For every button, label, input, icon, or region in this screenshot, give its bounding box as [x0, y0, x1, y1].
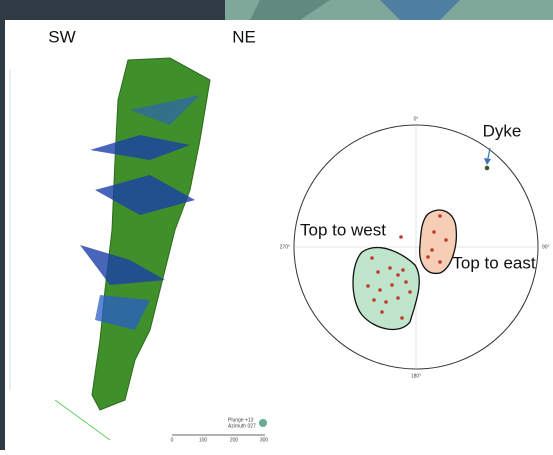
grid-line — [54, 399, 111, 441]
model-3d: 0 100 200 300 Plunge +13 Azimuth 027 — [9, 57, 269, 443]
scale-label: 0 — [171, 437, 174, 443]
east-label: Top to east — [452, 253, 535, 272]
dyke-pole — [484, 165, 490, 171]
view-icon — [259, 419, 267, 427]
dyke-label: Dyke — [483, 121, 522, 140]
west-label: Top to west — [300, 220, 386, 239]
plane — [90, 135, 190, 160]
ne-label: NE — [232, 27, 256, 46]
scale-label: 300 — [260, 437, 269, 443]
direction-label: 90° — [542, 244, 550, 250]
dyke-arrowhead — [484, 158, 491, 165]
scale-label: 200 — [230, 437, 239, 443]
direction-label: 270° — [280, 244, 290, 250]
west-cluster — [352, 246, 420, 331]
view-label: Plunge +13 — [228, 417, 254, 423]
direction-label: 0° — [414, 116, 419, 122]
scale-label: 100 — [199, 437, 208, 443]
plane — [95, 295, 150, 330]
view-label: Azimuth 027 — [228, 423, 256, 429]
banner-shape — [380, 0, 460, 20]
plane — [130, 95, 200, 125]
sw-label: SW — [48, 27, 75, 46]
left-border — [0, 20, 5, 450]
direction-label: 180° — [411, 373, 421, 379]
plane — [80, 245, 165, 285]
poles — [366, 214, 448, 320]
plane — [95, 175, 195, 215]
stereonet: 0° 90° 180° 270° Dyke Top to west Top to… — [280, 116, 550, 379]
banner-shape — [250, 0, 330, 20]
